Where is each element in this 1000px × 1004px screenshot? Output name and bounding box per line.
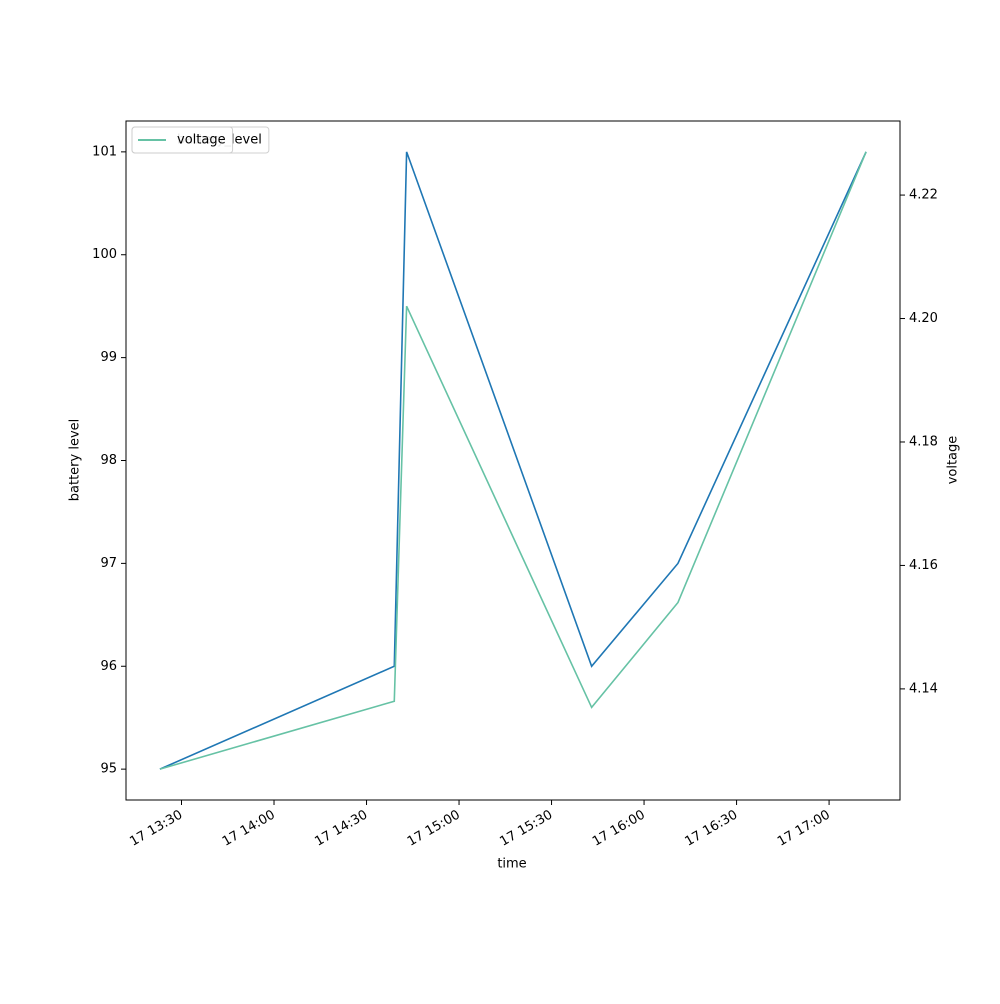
y2-axis-label: voltage bbox=[946, 436, 961, 485]
y2-tick-label: 4.18 bbox=[909, 434, 938, 449]
x-axis-label: time bbox=[497, 857, 526, 872]
line-series bbox=[159, 151, 867, 770]
plot-frame bbox=[125, 120, 901, 801]
legend-box bbox=[131, 126, 234, 154]
y2-tick-label: 4.14 bbox=[909, 681, 938, 696]
y2-tick-label: 4.22 bbox=[909, 188, 938, 203]
y-tick-label: 95 bbox=[100, 762, 117, 777]
legend-label: voltage bbox=[177, 133, 226, 148]
y-tick-label: 100 bbox=[92, 247, 117, 262]
y-tick-label: 99 bbox=[100, 350, 117, 365]
y-tick-label: 97 bbox=[100, 556, 117, 571]
y2-tick-label: 4.20 bbox=[909, 311, 938, 326]
y-tick-label: 96 bbox=[100, 659, 117, 674]
y-tick-label: 98 bbox=[100, 453, 117, 468]
y-axis-label: battery level bbox=[68, 419, 83, 502]
legend: voltage bbox=[131, 126, 234, 154]
y-tick-label: 101 bbox=[92, 144, 117, 159]
y2-tick-label: 4.16 bbox=[909, 558, 938, 573]
line-series bbox=[159, 151, 867, 770]
